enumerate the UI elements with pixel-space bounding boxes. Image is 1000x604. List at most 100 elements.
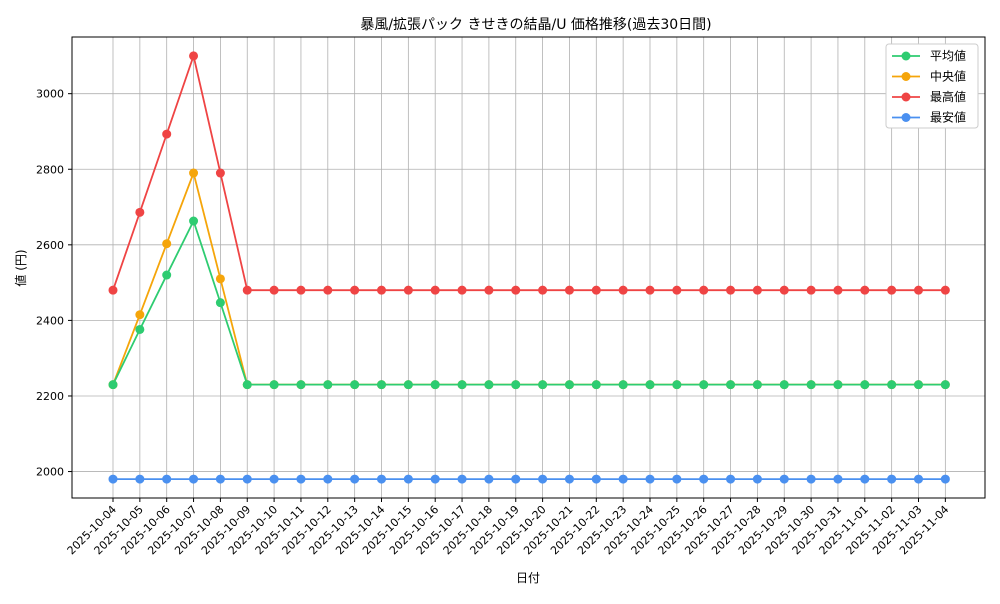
chart-title: 暴風/拡張パック きせきの結晶/U 価格推移(過去30日間)	[360, 17, 711, 33]
data-point	[726, 380, 736, 390]
data-point	[430, 474, 440, 484]
data-point	[752, 474, 762, 484]
data-point	[108, 285, 118, 295]
data-point	[887, 285, 897, 295]
data-point	[564, 474, 574, 484]
data-point	[242, 474, 252, 484]
data-point	[914, 380, 923, 390]
legend-marker	[901, 72, 911, 81]
legend-label: 平均値	[930, 48, 966, 63]
data-point	[323, 285, 333, 295]
data-point	[672, 474, 682, 484]
data-point	[806, 380, 816, 390]
data-point	[887, 380, 897, 390]
data-point	[618, 474, 628, 484]
data-point	[377, 285, 386, 295]
data-point	[564, 285, 574, 295]
data-point	[887, 474, 897, 484]
legend-marker	[901, 92, 911, 102]
data-point	[511, 285, 521, 295]
y-tick-label: 2600	[36, 239, 64, 252]
data-point	[806, 285, 816, 295]
data-point	[403, 380, 413, 390]
data-point	[538, 285, 548, 295]
data-point	[403, 474, 413, 484]
data-point	[484, 474, 494, 484]
data-point	[645, 474, 655, 484]
data-point	[779, 285, 789, 295]
data-point	[833, 474, 843, 484]
data-point	[215, 168, 225, 178]
data-point	[215, 274, 225, 284]
data-point	[377, 380, 386, 390]
data-point	[162, 474, 172, 484]
data-point	[699, 285, 709, 295]
y-axis-title: 値 (円)	[13, 249, 28, 286]
data-point	[350, 380, 360, 390]
data-point	[564, 380, 574, 390]
grid	[72, 37, 985, 498]
data-point	[833, 285, 843, 295]
data-point	[457, 380, 467, 390]
plot-frame	[71, 36, 986, 499]
data-point	[323, 380, 333, 390]
data-point	[430, 380, 440, 390]
data-point	[940, 285, 950, 295]
data-point	[538, 380, 548, 390]
data-point	[914, 474, 923, 484]
data-point	[162, 239, 172, 249]
data-point	[108, 474, 118, 484]
data-point	[940, 474, 950, 484]
data-point	[672, 285, 682, 295]
legend-box	[885, 43, 979, 129]
data-point	[135, 324, 145, 334]
legend-label: 最安値	[930, 110, 966, 125]
data-point	[511, 380, 521, 390]
data-point	[135, 207, 145, 217]
data-point	[860, 285, 870, 295]
legend-label: 中央値	[930, 69, 966, 84]
data-point	[806, 474, 816, 484]
series-line	[112, 170, 946, 386]
data-point	[108, 380, 118, 390]
data-point	[940, 380, 950, 390]
series-2	[108, 51, 950, 295]
data-point	[135, 310, 145, 320]
data-point	[511, 474, 521, 484]
data-point	[779, 474, 789, 484]
data-point	[699, 474, 709, 484]
data-point	[269, 474, 279, 484]
data-point	[162, 270, 172, 280]
legend-item: 最高値	[892, 89, 966, 104]
data-point	[296, 285, 306, 295]
legend-label: 最高値	[930, 89, 966, 104]
legend-marker	[901, 113, 911, 122]
data-point	[726, 474, 736, 484]
data-point	[269, 380, 279, 390]
data-point	[538, 474, 548, 484]
data-point	[591, 474, 601, 484]
data-point	[135, 474, 145, 484]
data-point	[591, 285, 601, 295]
data-point	[484, 380, 494, 390]
data-point	[618, 285, 628, 295]
legend-item: 最安値	[892, 110, 966, 125]
data-point	[833, 380, 843, 390]
data-point	[403, 285, 413, 295]
series-line	[112, 52, 946, 292]
data-point	[699, 380, 709, 390]
x-axis-title: 日付	[516, 571, 540, 585]
data-point	[726, 285, 736, 295]
series-0	[108, 216, 950, 390]
data-point	[242, 285, 252, 295]
series-1	[108, 168, 950, 390]
data-point	[645, 285, 655, 295]
data-point	[860, 380, 870, 390]
data-point	[914, 285, 923, 295]
data-point	[484, 285, 494, 295]
y-tick-label: 2800	[36, 163, 64, 176]
data-point	[350, 474, 360, 484]
data-point	[618, 380, 628, 390]
